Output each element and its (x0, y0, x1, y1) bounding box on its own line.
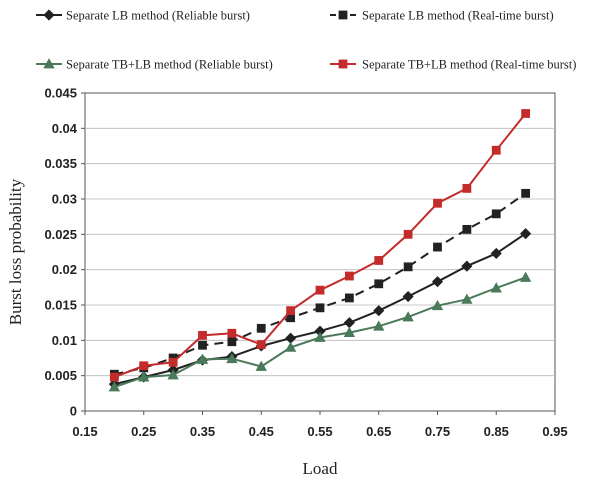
series-3-point-4 (196, 353, 209, 364)
series-2-point-10 (374, 279, 384, 289)
series-2-point-12 (433, 242, 442, 252)
legend-item-3: Separate TB+LB method (Reliable burst) (36, 58, 273, 72)
legend-swatch-marker-3 (43, 58, 55, 69)
series-1-point-13 (461, 260, 473, 272)
x-axis-label: Load (303, 459, 338, 478)
series-2-point-13 (462, 224, 472, 234)
series-2-point-6 (256, 323, 266, 333)
x-tick-label-6: 0.75 (425, 424, 450, 439)
legend-swatch-marker-1 (43, 9, 55, 21)
series-2-line (114, 192, 527, 376)
series-4-point-14 (491, 145, 501, 155)
x-tick-label-5: 0.65 (366, 424, 391, 439)
series-4-point-4 (198, 330, 207, 340)
series-3-point-11 (402, 311, 414, 322)
series-2-point-9 (344, 293, 354, 303)
series-3-point-7 (284, 341, 297, 352)
y-tick-label-7: 0.035 (44, 156, 77, 171)
y-tick-label-6: 0.03 (52, 192, 77, 207)
series-2-point-8 (315, 303, 325, 313)
series-1-point-9 (343, 317, 355, 329)
plot-area (84, 92, 556, 412)
series-2-point-14 (491, 209, 501, 219)
series-3-point-1 (108, 381, 121, 392)
x-tick-label-0: 0.15 (72, 424, 97, 439)
legend-label-1: Separate LB method (Reliable burst) (66, 9, 250, 23)
series-4 (109, 109, 531, 382)
series-3-point-2 (138, 371, 150, 382)
y-axis-ticks: 0 0.005 0.01 0.015 0.02 0.025 0.03 0.035 0.04 0.0… (44, 86, 85, 419)
x-tick-label-7: 0.85 (484, 424, 509, 439)
legend-item-1: Separate LB method (Reliable burst) (36, 9, 250, 23)
x-tick-label-3: 0.45 (249, 424, 274, 439)
legend-label-2: Separate LB method (Real-time burst) (362, 9, 554, 23)
series-2 (109, 188, 531, 379)
series-1-point-10 (373, 305, 385, 317)
x-axis-ticks: 0.15 0.25 0.35 0.45 0.55 0.65 0.75 0.85 0.95 (72, 411, 568, 439)
series-4-point-12 (433, 198, 442, 208)
y-tick-label-5: 0.025 (44, 227, 77, 242)
legend-label-4: Separate TB+LB method (Real-time burst) (362, 58, 576, 72)
series-4-point-5 (227, 328, 237, 338)
series-4-point-8 (315, 285, 325, 295)
x-tick-label-8: 0.95 (542, 424, 567, 439)
series-3-point-10 (373, 320, 385, 331)
series-2-point-4 (198, 340, 207, 350)
series-layer (108, 109, 532, 392)
series-1-point-14 (490, 247, 502, 259)
series-4-point-10 (374, 256, 384, 265)
plot-frame (84, 92, 556, 412)
series-4-point-2 (139, 361, 149, 371)
series-4-point-7 (286, 306, 296, 316)
series-4-point-15 (521, 109, 531, 118)
legend: Separate LB method (Reliable burst) Separ… (36, 9, 576, 72)
legend-swatch-marker-2 (338, 10, 348, 20)
series-4-point-13 (462, 183, 472, 193)
y-tick-label-1: 0.005 (44, 368, 77, 383)
series-2-point-11 (403, 262, 413, 272)
x-tick-label-4: 0.55 (307, 424, 332, 439)
series-3-point-15 (519, 271, 532, 282)
series-3-point-5 (226, 352, 238, 364)
series-4-point-9 (344, 271, 354, 281)
series-1-point-11 (402, 290, 414, 303)
y-tick-label-9: 0.045 (44, 86, 77, 101)
series-4-point-11 (403, 229, 413, 239)
series-3 (108, 271, 532, 392)
series-1-point-15 (520, 228, 532, 240)
legend-item-4: Separate TB+LB method (Real-time burst) (330, 58, 576, 72)
series-3-point-12 (431, 299, 444, 311)
series-4-point-3 (168, 357, 178, 367)
series-3-point-9 (343, 326, 356, 337)
series-3-point-14 (490, 282, 502, 293)
series-2-point-5 (227, 337, 237, 347)
series-2-point-15 (521, 188, 531, 198)
y-tick-label-0: 0 (70, 404, 77, 419)
y-tick-label-8: 0.04 (52, 121, 78, 136)
x-tick-label-1: 0.25 (131, 424, 156, 439)
series-1-point-12 (431, 276, 444, 288)
series-3-point-3 (167, 369, 179, 380)
y-tick-label-4: 0.02 (52, 262, 77, 277)
series-3-point-8 (314, 331, 326, 342)
series-3-point-6 (255, 360, 267, 371)
x-tick-label-2: 0.35 (190, 424, 215, 439)
y-axis-label: Burst loss probability (6, 178, 25, 325)
series-3-point-13 (461, 293, 473, 304)
legend-swatch-marker-4 (338, 59, 348, 69)
y-tick-label-3: 0.015 (44, 298, 77, 313)
series-4-point-1 (109, 372, 119, 382)
legend-item-2: Separate LB method (Real-time burst) (330, 9, 554, 23)
legend-label-3: Separate TB+LB method (Reliable burst) (66, 58, 273, 72)
series-4-point-6 (256, 340, 266, 349)
y-tick-label-2: 0.01 (52, 333, 77, 348)
